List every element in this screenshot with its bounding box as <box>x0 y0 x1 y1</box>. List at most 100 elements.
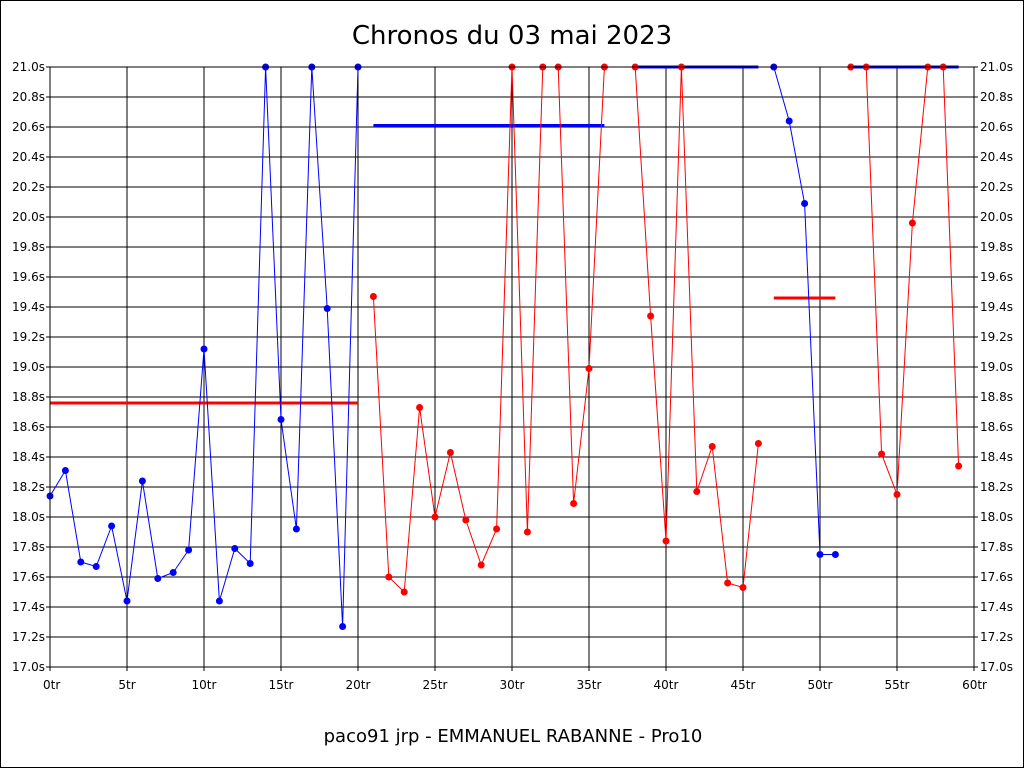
data-point <box>523 528 531 536</box>
x-tick-label: 30tr <box>500 678 525 692</box>
data-point <box>385 573 393 581</box>
x-tick-label: 35tr <box>577 678 602 692</box>
y-tick-label: 17.6s <box>12 570 45 584</box>
data-point <box>585 365 593 372</box>
y-tick-label: 20.6s <box>12 120 45 134</box>
data-point <box>570 500 578 507</box>
y-tick-label-right: 20.4s <box>980 150 1013 164</box>
x-tick-label: 40tr <box>654 678 679 692</box>
y-tick-label-right: 18.4s <box>980 450 1013 464</box>
series-line <box>850 66 960 495</box>
y-tick-label-right: 17.2s <box>980 630 1013 644</box>
data-point <box>708 443 716 450</box>
data-point <box>292 525 300 533</box>
y-tick-label-right: 19.8s <box>980 240 1013 254</box>
data-point <box>647 312 655 320</box>
y-tick-label: 19.8s <box>12 240 45 254</box>
series-group <box>46 63 963 630</box>
series-line <box>634 66 759 589</box>
x-tick-label: 60tr <box>962 678 987 692</box>
data-point <box>831 551 839 558</box>
data-point <box>955 462 963 470</box>
y-tick-label: 17.2s <box>12 630 45 644</box>
y-tick-label-right: 17.6s <box>980 570 1013 584</box>
y-tick-label-right: 19.4s <box>980 300 1013 314</box>
y-tick-label: 19.6s <box>12 270 45 284</box>
x-tick-label: 15tr <box>269 678 294 692</box>
chart-footer: paco91 jrp - EMMANUEL RABANNE - Pro10 <box>324 726 703 747</box>
data-point <box>138 477 146 485</box>
y-tick-label: 20.0s <box>12 210 45 224</box>
y-tick-label: 18.6s <box>12 420 45 434</box>
y-tick-label: 18.0s <box>12 510 45 524</box>
y-tick-label: 19.0s <box>12 360 45 374</box>
y-tick-label-right: 19.0s <box>980 360 1013 374</box>
y-tick-label-right: 20.0s <box>980 210 1013 224</box>
y-tick-label-right: 17.8s <box>980 540 1013 554</box>
x-tick-label: 45tr <box>731 678 756 692</box>
data-point <box>61 467 69 474</box>
y-tick-label-right: 18.8s <box>980 390 1013 404</box>
data-point <box>816 551 824 558</box>
grid <box>49 66 975 668</box>
data-point <box>878 450 886 458</box>
y-tick-label: 17.0s <box>12 660 45 674</box>
data-point <box>893 491 901 498</box>
data-point <box>246 560 254 567</box>
data-point <box>754 440 762 447</box>
y-tick-label-right: 18.6s <box>980 420 1013 434</box>
series-line <box>372 66 605 594</box>
data-point <box>462 516 470 524</box>
data-point <box>231 545 239 552</box>
y-tick-label-right: 19.2s <box>980 330 1013 344</box>
plot-border <box>49 66 975 668</box>
x-tick-label: 5tr <box>118 678 135 692</box>
y-tick-label-right: 17.4s <box>980 600 1013 614</box>
data-point <box>693 488 701 495</box>
data-point <box>400 588 408 596</box>
series-line <box>773 66 836 555</box>
data-point <box>154 575 162 582</box>
data-point <box>200 345 208 353</box>
data-point <box>185 546 193 554</box>
y-axis-right: 17.0s 17.2s 17.4s 17.6s 17.8s 18.0s 18.2s 18.4s… <box>974 60 1013 674</box>
data-point <box>369 293 377 300</box>
x-axis: 0tr 5tr 10tr 15tr 20tr 25tr 30tr 35tr 40tr 45tr 50… <box>43 667 987 692</box>
y-tick-label-right: 19.6s <box>980 270 1013 284</box>
y-tick-label-right: 21.0s <box>980 60 1013 74</box>
y-tick-label: 19.2s <box>12 330 45 344</box>
y-tick-label: 20.4s <box>12 150 45 164</box>
x-tick-label: 0tr <box>43 678 60 692</box>
x-tick-label: 10tr <box>192 678 217 692</box>
y-tick-label: 18.4s <box>12 450 45 464</box>
y-tick-label: 18.2s <box>12 480 45 494</box>
y-tick-label-right: 17.0s <box>980 660 1013 674</box>
y-tick-label: 19.4s <box>12 300 45 314</box>
y-tick-label: 20.8s <box>12 90 45 104</box>
data-point <box>446 449 454 456</box>
y-tick-label: 17.8s <box>12 540 45 554</box>
y-tick-label: 17.4s <box>12 600 45 614</box>
x-tick-label: 50tr <box>808 678 833 692</box>
data-point <box>801 200 809 207</box>
data-point <box>215 597 223 605</box>
data-point <box>277 416 285 423</box>
x-tick-label: 25tr <box>423 678 448 692</box>
y-axis-left: 17.0s 17.2s 17.4s 17.6s 17.8s 18.0s 18.2s 18.4s… <box>12 60 50 674</box>
y-tick-label-right: 20.8s <box>980 90 1013 104</box>
data-point <box>92 563 100 570</box>
data-point <box>431 513 439 521</box>
data-point <box>739 584 747 591</box>
data-point <box>123 597 131 605</box>
data-point <box>169 569 177 576</box>
y-tick-label: 20.2s <box>12 180 45 194</box>
data-point <box>493 525 501 533</box>
reference-lines <box>50 65 959 405</box>
data-point <box>108 522 116 530</box>
y-tick-label: 21.0s <box>12 60 45 74</box>
data-point <box>416 404 424 411</box>
x-tick-label: 20tr <box>346 678 371 692</box>
data-point <box>323 305 331 312</box>
data-point <box>785 117 793 125</box>
